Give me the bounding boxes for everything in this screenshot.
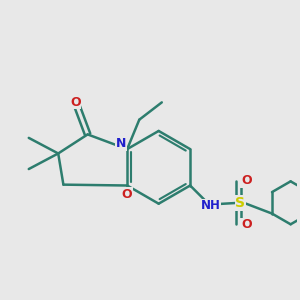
Text: N: N bbox=[116, 137, 126, 150]
Text: NH: NH bbox=[201, 200, 221, 212]
Text: O: O bbox=[122, 188, 133, 201]
Text: S: S bbox=[236, 196, 245, 210]
Text: O: O bbox=[70, 96, 81, 109]
Text: O: O bbox=[241, 218, 252, 232]
Text: O: O bbox=[241, 174, 252, 187]
